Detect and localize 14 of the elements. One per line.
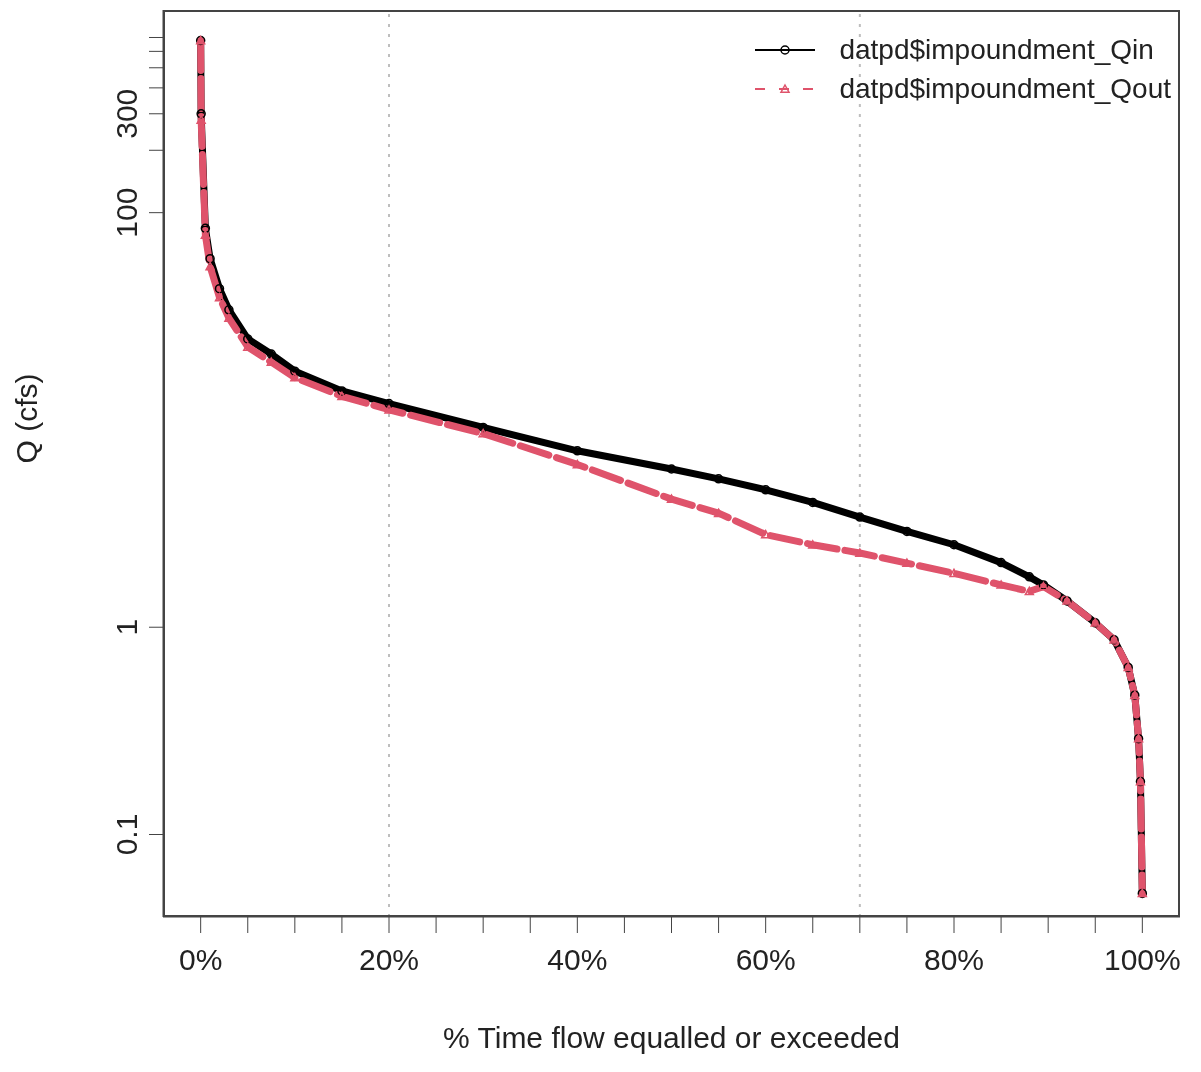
y-tick-label: 300 bbox=[110, 88, 143, 139]
legend-label: datpd$impoundment_Qout bbox=[839, 72, 1171, 106]
y-tick-label: 1 bbox=[110, 618, 143, 636]
x-tick-label: 60% bbox=[735, 943, 796, 977]
y-tick-label: 0.1 bbox=[110, 813, 143, 856]
y-axis-title: Q (cfs) bbox=[9, 373, 43, 464]
x-tick-label: 80% bbox=[923, 943, 985, 977]
y-tick-label: 100 bbox=[110, 187, 143, 238]
x-axis-title: % Time flow equalled or exceeded bbox=[443, 1021, 900, 1054]
x-tick-label: 0% bbox=[178, 943, 223, 977]
x-tick-label: 20% bbox=[358, 943, 420, 977]
x-tick-label: 100% bbox=[1103, 943, 1181, 977]
legend-label: datpd$impoundment_Qin bbox=[839, 33, 1154, 67]
x-tick-label: 40% bbox=[547, 943, 608, 977]
